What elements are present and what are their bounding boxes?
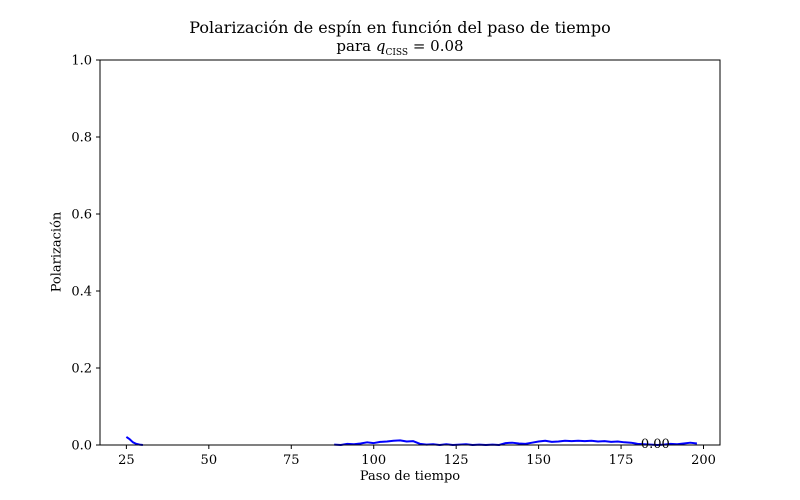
x-tick-label: 200 [691,453,716,468]
plot-frame [99,59,721,446]
chart-title: Polarización de espín en función del pas… [189,18,611,37]
series-line [334,439,698,446]
chart-subtitle: para qCISS = 0.08 [0,37,800,58]
x-tick-label: 50 [201,453,218,468]
y-tick-label: 0.6 [71,208,92,223]
y-tick-label: 0.4 [71,285,92,300]
x-tick-label: 75 [283,453,300,468]
y-tick-label: 0.8 [71,131,92,146]
series-line [125,436,143,446]
subtitle-prefix: para [336,37,376,55]
y-axis-label: Polarización [49,211,65,293]
annotation-label: 0.00 [641,437,670,452]
x-tick-label: 125 [444,453,469,468]
axis-ticks: 25 50 75 100 125 150 175 200 0.0 0.2 0.4 0.6 0.8 1.0 [71,54,716,469]
y-tick-label: 0.2 [71,362,92,377]
subtitle-sub: CISS [385,48,409,58]
x-tick-label: 150 [526,453,551,468]
x-tick-label: 175 [609,453,634,468]
y-tick-label: 0.0 [71,439,92,454]
x-tick-label: 25 [118,453,135,468]
subtitle-var: q [375,37,386,55]
x-tick-label: 100 [361,453,386,468]
x-axis-label: Paso de tiempo [359,469,461,484]
series-group [125,436,698,446]
subtitle-suffix: = 0.08 [408,37,464,55]
y-tick-label: 1.0 [71,54,92,69]
